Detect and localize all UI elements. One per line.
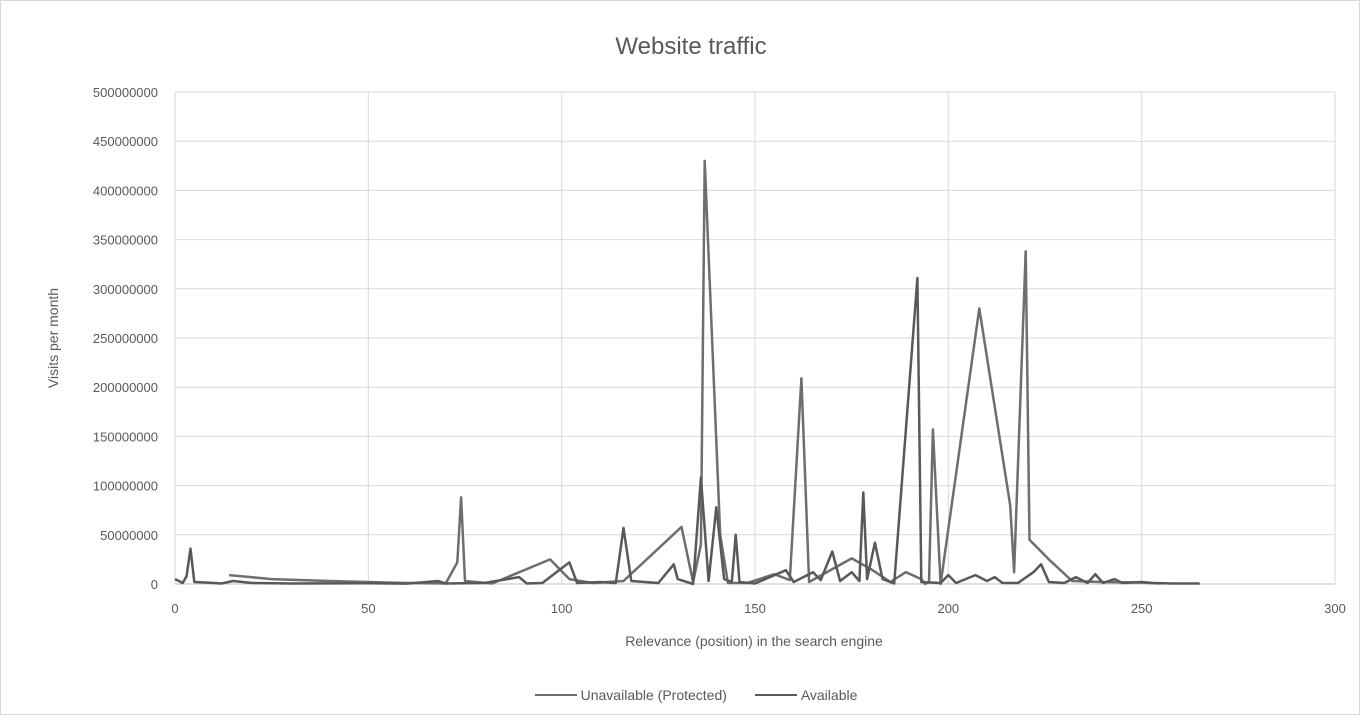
y-tick-label: 0 xyxy=(151,577,158,592)
x-tick-label: 300 xyxy=(1324,601,1346,616)
y-tick-label: 450000000 xyxy=(93,134,158,149)
legend-item-unavailable: Unavailable (Protected) xyxy=(534,687,727,703)
legend-label-unavailable: Unavailable (Protected) xyxy=(580,687,727,703)
x-axis-title: Relevance (position) in the search engin… xyxy=(625,633,883,649)
y-tick-label: 500000000 xyxy=(93,85,158,100)
series-line-unavailable xyxy=(228,159,1162,586)
y-tick-label: 400000000 xyxy=(93,183,158,198)
y-tick-label: 350000000 xyxy=(93,233,158,248)
y-tick-label: 50000000 xyxy=(100,528,158,543)
tick-labels: 0 50 100 150 200 250 300 0 50000000 100000000 1500… xyxy=(93,85,1346,616)
x-tick-label: 50 xyxy=(361,601,375,616)
y-tick-label: 100000000 xyxy=(93,479,158,494)
x-tick-label: 100 xyxy=(551,601,573,616)
y-tick-label: 150000000 xyxy=(93,429,158,444)
x-tick-label: 150 xyxy=(744,601,766,616)
y-tick-label: 200000000 xyxy=(93,380,158,395)
x-tick-label: 200 xyxy=(937,601,959,616)
legend-item-available: Available xyxy=(754,687,858,703)
legend: Unavailable (Protected) Available xyxy=(1,683,1360,703)
legend-swatch-available xyxy=(754,694,797,696)
legend-label-available: Available xyxy=(800,687,858,703)
y-axis-title: Visits per month xyxy=(45,288,61,388)
legend-swatch-unavailable xyxy=(534,694,577,696)
chart-title: Website traffic xyxy=(615,33,767,60)
x-tick-label: 0 xyxy=(171,601,178,616)
y-tick-label: 300000000 xyxy=(93,282,158,297)
x-tick-label: 250 xyxy=(1131,601,1153,616)
grid xyxy=(174,91,1336,585)
series-line-available xyxy=(174,276,1200,586)
series-layer xyxy=(174,159,1200,586)
y-tick-label: 250000000 xyxy=(93,331,158,346)
